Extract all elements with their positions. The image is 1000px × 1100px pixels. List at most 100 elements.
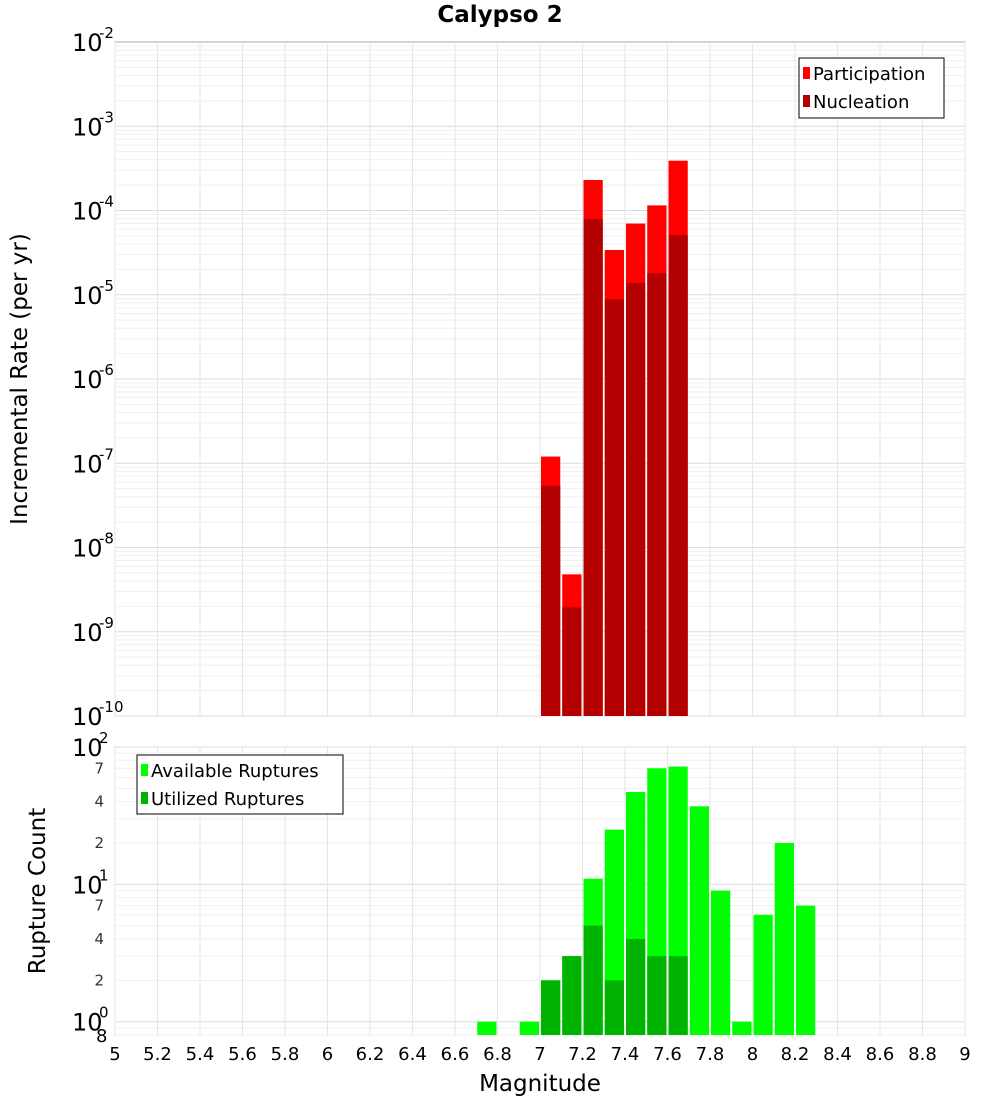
utilized-ruptures-bar [583,925,603,1035]
available-ruptures-bar [753,914,773,1035]
nucleation-bar [604,299,624,716]
x-axis-label: Magnitude [479,1071,601,1097]
x-tick-label: 8.2 [781,1044,810,1065]
top-y-tick-exponent: -5 [99,277,114,295]
utilized-ruptures-bar [626,939,646,1035]
top-y-tick-base: 10 [72,29,103,57]
nucleation-bar [583,219,603,716]
x-tick-label: 5.4 [186,1044,215,1065]
bottom-y-tick-major: 102 [72,729,109,762]
top-y-tick-base: 10 [72,619,103,647]
x-tick-label: 8.6 [866,1044,895,1065]
available-legend-label: Available Ruptures [151,761,319,782]
bottom-y-tick-minor: 2 [94,971,104,989]
top-y-tick-exponent: -9 [99,614,114,632]
utilized-ruptures-bar [562,956,582,1035]
available-swatch [141,764,148,776]
top-y-tick-base: 10 [72,450,103,478]
top-legend: Participation Nucleation [798,57,945,119]
x-tick-label: 6.8 [483,1044,512,1065]
bottom-y-tick-exponent: 2 [99,729,109,747]
bottom-y-axis-label: Rupture Count [25,808,51,974]
nucleation-bar [647,273,667,716]
bottom-y-tick-minor: 4 [94,793,104,811]
top-y-tick-exponent: -3 [99,108,114,126]
top-y-tick-base: 10 [72,535,103,563]
nucleation-bar [541,485,561,716]
nucleation-swatch [803,95,810,107]
top-y-tick-exponent: -6 [99,361,114,379]
utilized-swatch [141,792,148,804]
top-y-tick: 10-4 [72,193,114,226]
available-ruptures-bar [774,843,794,1035]
top-grid [114,42,966,717]
x-tick-label: 9 [959,1044,970,1065]
nucleation-legend-label: Nucleation [813,92,909,113]
x-tick-label: 5.2 [143,1044,172,1065]
top-y-tick: 10-8 [72,530,114,563]
available-ruptures-bar [732,1021,752,1035]
available-ruptures-bar [796,905,816,1035]
top-y-tick: 10-7 [72,445,114,478]
x-tick-label: 7 [534,1044,545,1065]
nucleation-bar [668,235,688,716]
top-y-tick: 10-5 [72,277,114,310]
participation-swatch [803,67,810,79]
nucleation-bar [626,282,646,716]
bottom-legend: Available Ruptures Utilized Ruptures [136,754,344,815]
bottom-legend-box [136,754,344,815]
bottom-y-tick-base: 10 [72,734,103,762]
top-y-tick-base: 10 [72,113,103,141]
top-legend-box [798,57,945,119]
x-tick-label: 5.6 [228,1044,257,1065]
participation-legend-label: Participation [813,64,925,85]
top-y-tick: 10-6 [72,361,114,394]
nucleation-bar [562,607,582,716]
top-y-tick-exponent: -2 [99,24,114,42]
top-y-tick: 10-9 [72,614,114,647]
x-axis-ticks: 5 5.2 5.4 5.6 5.8 6 6.2 6.4 6.6 6.8 7 7.2 7.4 7.6 7.8 8… [109,1044,970,1065]
bottom-y-tick-lower: 8 [96,1026,107,1047]
x-tick-label: 7.4 [611,1044,640,1065]
x-tick-label: 7.8 [696,1044,725,1065]
utilized-legend-label: Utilized Ruptures [151,789,304,810]
bottom-y-tick-major: 101 [72,866,109,899]
bottom-y-tick-minor: 7 [94,897,104,915]
utilized-ruptures-bar [604,980,624,1035]
top-y-tick-exponent: -10 [99,698,124,716]
x-tick-label: 6.6 [441,1044,470,1065]
top-y-axis-label: Incremental Rate (per yr) [7,233,33,525]
utilized-ruptures-bar [541,980,561,1035]
x-tick-label: 5.8 [271,1044,300,1065]
x-tick-label: 7.2 [568,1044,597,1065]
top-y-tick: 10-10 [72,698,124,731]
top-y-tick-exponent: -4 [99,193,114,211]
x-tick-label: 6 [322,1044,333,1065]
x-tick-label: 7.6 [653,1044,682,1065]
bottom-y-tick-base: 10 [72,1009,103,1037]
available-ruptures-bar [519,1021,539,1035]
top-y-tick-base: 10 [72,703,103,731]
top-y-tick: 10-3 [72,108,114,141]
available-ruptures-bar [689,806,709,1035]
bottom-y-tick-exponent: 0 [99,1004,109,1022]
bottom-y-tick-base: 10 [72,871,103,899]
available-ruptures-bar [711,890,731,1035]
top-y-tick-exponent: -8 [99,530,114,548]
x-tick-label: 6.4 [398,1044,427,1065]
utilized-ruptures-bar [668,956,688,1035]
x-tick-label: 8.8 [908,1044,937,1065]
chart-title: Calypso 2 [437,2,562,28]
x-tick-label: 6.2 [356,1044,385,1065]
top-y-tick: 10-2 [72,24,114,57]
top-y-tick-base: 10 [72,282,103,310]
available-ruptures-bar [477,1021,497,1035]
utilized-ruptures-bar [647,956,667,1035]
top-y-tick-base: 10 [72,198,103,226]
bottom-y-tick-minor: 7 [94,759,104,777]
bottom-y-tick-minor: 4 [94,930,104,948]
x-tick-label: 8 [747,1044,758,1065]
